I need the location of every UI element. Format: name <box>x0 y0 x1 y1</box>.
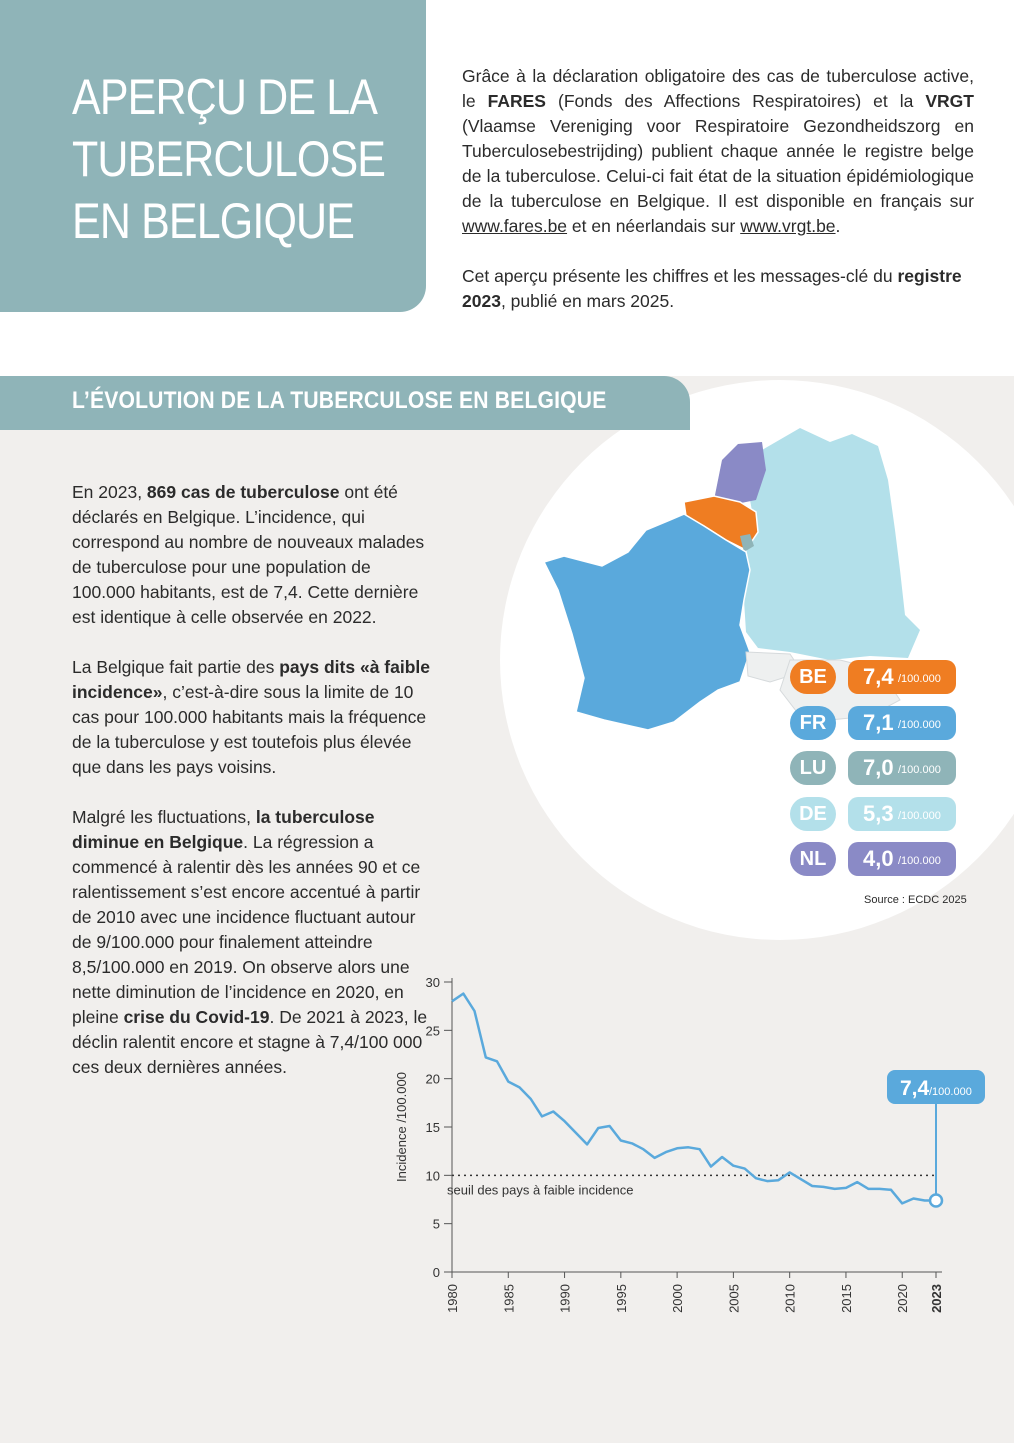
x-tick-label: 2020 <box>895 1284 910 1313</box>
text-span: La Belgique fait partie des <box>72 657 280 677</box>
title-line-3: EN BELGIQUE <box>72 193 355 249</box>
y-tick-label: 15 <box>426 1120 440 1135</box>
vrgt-name: VRGT <box>925 91 974 111</box>
intro-paragraph-1: Grâce à la déclaration obligatoire des c… <box>462 64 974 239</box>
vrgt-link[interactable]: www.vrgt.be <box>740 216 836 236</box>
fares-link[interactable]: www.fares.be <box>462 216 568 236</box>
rate-pill: 4,0/100.000 <box>848 842 956 876</box>
y-tick-label: 10 <box>426 1168 440 1183</box>
y-tick-label: 30 <box>426 975 440 990</box>
text-span: et en néerlandais sur <box>567 216 741 236</box>
y-axis-label: Incidence /100.000 <box>394 1072 409 1182</box>
text-span: Malgré les fluctuations, <box>72 807 256 827</box>
title-line-1: APERÇU DE LA <box>72 69 378 125</box>
body-paragraph-2: La Belgique fait partie des pays dits «à… <box>72 655 432 780</box>
country-code-badge: BE <box>790 660 836 694</box>
y-tick-label: 20 <box>426 1072 440 1087</box>
page-title: APERÇU DE LA TUBERCULOSE EN BELGIQUE <box>72 66 386 252</box>
decline-bold: la tuberculose diminue en Belgique <box>72 807 375 852</box>
body-paragraph-3: Malgré les fluctuations, la tuberculose … <box>72 805 432 1080</box>
registre-bold: registre 2023 <box>462 266 962 311</box>
rate-unit: /100.000 <box>898 810 941 822</box>
covid-bold: crise du Covid-19 <box>123 1007 270 1027</box>
x-tick-label: 2015 <box>839 1284 854 1313</box>
country-code-badge: LU <box>790 751 836 785</box>
text-span: , c’est-à-dire sous la limite de 10 cas … <box>72 682 427 777</box>
rate-pill: 5,3/100.000 <box>848 797 956 831</box>
rate-unit: /100.000 <box>898 673 941 685</box>
country-code-badge: NL <box>790 842 836 876</box>
body-paragraph-1: En 2023, 869 cas de tuberculose ont été … <box>72 480 432 630</box>
x-tick-label: 1980 <box>445 1284 460 1313</box>
callout-value: 7,4 <box>900 1077 930 1100</box>
header-panel <box>0 0 426 312</box>
text-span: (Vlaamse Vereniging voor Respiratoire Ge… <box>462 116 974 211</box>
fares-name: FARES <box>487 91 546 111</box>
map-france <box>542 513 751 731</box>
rate-row-lu: LU 7,0/100.000 <box>790 751 960 785</box>
rate-row-be: BE 7,4/100.000 <box>790 660 960 694</box>
incidence-line-chart: 0 5 10 15 20 25 30 Incidence /100.000 1980 1985 19… <box>394 975 985 1313</box>
text-span: , publié en mars 2025. <box>500 291 675 311</box>
rate-unit: /100.000 <box>898 764 941 776</box>
section-banner <box>0 376 690 430</box>
text-span: . La régression a commencé à ralentir dè… <box>72 832 421 1027</box>
rate-value: 7,0 <box>863 755 894 780</box>
rate-row-nl: NL 4,0/100.000 <box>790 842 960 876</box>
intro-paragraph-2: Cet aperçu présente les chiffres et les … <box>462 264 974 314</box>
y-tick-label: 5 <box>433 1217 440 1232</box>
rate-pill: 7,4/100.000 <box>848 660 956 694</box>
cases-bold: 869 cas de tuberculose <box>146 482 340 502</box>
y-tick-label: 25 <box>426 1023 440 1038</box>
x-tick-label: 2000 <box>670 1284 685 1313</box>
country-code-badge: DE <box>790 797 836 831</box>
text-span: ont été déclarés en Belgique. L’incidenc… <box>72 482 425 627</box>
rate-row-fr: FR 7,1/100.000 <box>790 706 960 740</box>
incidence-series-line <box>451 992 936 1205</box>
text-span: Cet aperçu présente les chiffres et les … <box>462 266 898 286</box>
text-span: . De 2021 à 2023, le déclin ralentit enc… <box>72 1007 428 1077</box>
x-tick-label: 1995 <box>614 1284 629 1313</box>
text-span: . <box>835 216 841 236</box>
intro-text: Grâce à la déclaration obligatoire des c… <box>462 64 974 339</box>
map-luxembourg <box>740 534 754 552</box>
threshold-label: seuil des pays à faible incidence <box>447 1182 633 1197</box>
callout-unit: /100.000 <box>929 1086 972 1098</box>
text-span: En 2023, <box>72 482 147 502</box>
rate-value: 7,1 <box>863 710 894 735</box>
section-title: L’ÉVOLUTION DE LA TUBERCULOSE EN BELGIQU… <box>72 387 607 414</box>
map-germany <box>744 428 920 660</box>
rate-row-de: DE 5,3/100.000 <box>790 797 960 831</box>
map-netherlands <box>714 442 766 504</box>
rate-pill: 7,1/100.000 <box>848 706 956 740</box>
rate-value: 5,3 <box>863 801 894 826</box>
rate-value: 7,4 <box>863 664 894 689</box>
body-text: En 2023, 869 cas de tuberculose ont été … <box>72 480 432 1105</box>
x-tick-label: 1985 <box>501 1284 516 1313</box>
country-code-badge: FR <box>790 706 836 740</box>
x-tick-label: 2005 <box>726 1284 741 1313</box>
source-note: Source : ECDC 2025 <box>864 894 967 906</box>
rate-unit: /100.000 <box>898 719 941 731</box>
rate-value: 4,0 <box>863 846 894 871</box>
rate-unit: /100.000 <box>898 855 941 867</box>
x-tick-label: 2010 <box>783 1284 798 1313</box>
europe-map <box>542 428 920 731</box>
y-tick-label: 0 <box>433 1265 440 1280</box>
x-tick-label: 2023 <box>929 1284 944 1313</box>
callout-box <box>887 1070 985 1104</box>
x-tick-label: 1990 <box>558 1284 573 1313</box>
low-incidence-bold: pays dits «à faible incidence» <box>72 657 430 702</box>
rate-pill: 7,0/100.000 <box>848 751 956 785</box>
title-line-2: TUBERCULOSE <box>72 131 386 187</box>
callout-point <box>928 1193 944 1208</box>
text-span: (Fonds des Affections Respiratoires) et … <box>545 91 926 111</box>
text-span: Grâce à la déclaration obligatoire des c… <box>462 66 974 111</box>
